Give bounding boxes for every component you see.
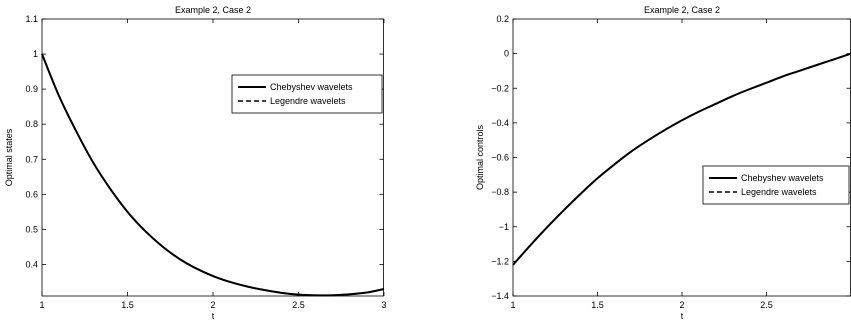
x-axis-label: t (212, 311, 215, 321)
x-tick-label: 2 (210, 300, 215, 310)
y-tick-label: 0 (504, 49, 509, 59)
series-line-legendre (512, 52, 851, 266)
x-tick-label: 2.5 (292, 300, 305, 310)
chart-1: Example 2, Case 2 1 1.5 2 2.5 3 0.4 0.5 0.6 0.7 0.… (4, 5, 387, 321)
y-tick-label: 0.4 (25, 259, 38, 269)
chart-title: Example 2, Case 2 (175, 5, 251, 15)
y-tick-label: 1 (33, 49, 38, 59)
y-tick-label: 0.8 (25, 119, 38, 129)
series-line-legendre (41, 53, 385, 297)
y-tick-label: −0.2 (491, 83, 509, 93)
x-tick-label: 2.5 (760, 300, 773, 310)
y-tick-label: 0.6 (25, 189, 38, 199)
plot-area (41, 18, 384, 297)
legend-label-legendre: Legendre wavelets (270, 96, 346, 106)
x-tick-label: 2 (679, 300, 684, 310)
y-axis-label: Optimal states (4, 128, 14, 186)
chart-title: Example 2, Case 2 (644, 5, 720, 15)
y-tick-label: 0.7 (25, 154, 38, 164)
legend-label-chebyshev: Chebyshev wavelets (270, 82, 353, 92)
y-tick-label: −0.8 (491, 187, 509, 197)
x-axis-label: t (681, 311, 684, 321)
y-tick-label: 1.1 (25, 14, 38, 24)
y-tick-label: 0.5 (25, 224, 38, 234)
x-tick-label: 1 (510, 300, 515, 310)
y-tick-label: −1 (499, 222, 509, 232)
y-tick-label: −0.6 (491, 153, 509, 163)
x-tick-label: 1 (39, 300, 44, 310)
plot-area (512, 18, 851, 297)
y-tick-label: −1.2 (491, 256, 509, 266)
y-tick-label: 0.9 (25, 84, 38, 94)
y-tick-label: 0.2 (496, 14, 509, 24)
y-tick-label: −0.4 (491, 118, 509, 128)
x-tick-label: 1.5 (591, 300, 604, 310)
x-tick-label: 3 (381, 300, 386, 310)
legend: Chebyshev wavelets Legendre wavelets (702, 165, 850, 205)
legend-box (702, 165, 850, 205)
x-tick-label: 1.5 (121, 300, 134, 310)
legend-label-legendre: Legendre wavelets (741, 187, 817, 197)
legend: Chebyshev wavelets Legendre wavelets (231, 74, 383, 114)
legend-label-chebyshev: Chebyshev wavelets (741, 173, 824, 183)
y-tick-label: −1.4 (491, 291, 509, 301)
legend-box (231, 74, 383, 114)
y-axis-label: Optimal controls (475, 124, 485, 190)
chart-2: Example 2, Case 2 1 1.5 2 2.5 −1.4 −1.2 −1 −0.8 −… (475, 5, 851, 321)
